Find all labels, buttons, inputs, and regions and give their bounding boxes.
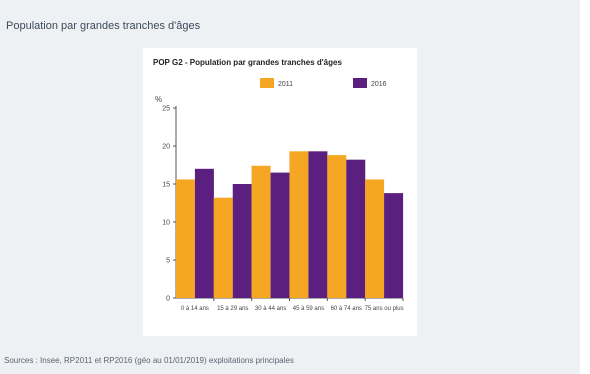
- x-tick-label: 75 ans ou plus: [365, 306, 404, 312]
- y-axis-unit: %: [155, 95, 162, 104]
- y-axis-ticks: 0 5 10 15 20 25: [162, 106, 176, 303]
- bars-group: [175, 151, 404, 298]
- bar-2016-5: [346, 159, 366, 298]
- bar-chart: POP G2 - Population par grandes tranches…: [153, 58, 404, 312]
- bar-2011-4: [289, 151, 309, 298]
- x-tick-label: 45 à 59 ans: [293, 306, 324, 312]
- bar-2016-6: [384, 193, 404, 298]
- bar-2016-4: [308, 151, 328, 298]
- x-tick-label: 15 à 29 ans: [217, 306, 248, 312]
- x-tick-label: 0 à 14 ans: [181, 306, 209, 312]
- y-tick-label: 0: [166, 296, 170, 303]
- legend-label-2011: 2011: [278, 81, 293, 88]
- chart-card: POP G2 - Population par grandes tranches…: [143, 48, 417, 336]
- legend-swatch-2011: [260, 78, 274, 88]
- bar-2011-5: [327, 155, 347, 298]
- chart-source-note: Sources : Insee, RP2011 et RP2016 (géo a…: [4, 356, 294, 365]
- x-tick-label: 30 à 44 ans: [255, 306, 286, 312]
- y-tick-label: 20: [162, 144, 170, 151]
- y-tick-label: 5: [166, 258, 170, 265]
- bar-2011-2: [213, 197, 233, 298]
- bar-2016-2: [232, 184, 252, 298]
- y-tick-label: 25: [162, 106, 170, 113]
- legend-label-2016: 2016: [371, 81, 387, 88]
- chart-legend: 2011 2016: [260, 78, 387, 88]
- bar-2016-1: [194, 168, 214, 298]
- section-title: Population par grandes tranches d'âges: [6, 20, 201, 32]
- y-tick-label: 15: [162, 182, 170, 189]
- chart-title: POP G2 - Population par grandes tranches…: [153, 58, 342, 67]
- bar-2011-3: [251, 165, 271, 298]
- bar-2011-1: [175, 179, 195, 298]
- y-tick-label: 10: [162, 220, 170, 227]
- bar-2011-6: [365, 179, 385, 298]
- bar-2016-3: [270, 172, 290, 298]
- x-tick-label: 60 à 74 ans: [331, 306, 362, 312]
- legend-swatch-2016: [353, 78, 367, 88]
- x-axis-ticks: 0 à 14 ans 15 à 29 ans 30 à 44 ans 45 à 59 …: [181, 298, 404, 312]
